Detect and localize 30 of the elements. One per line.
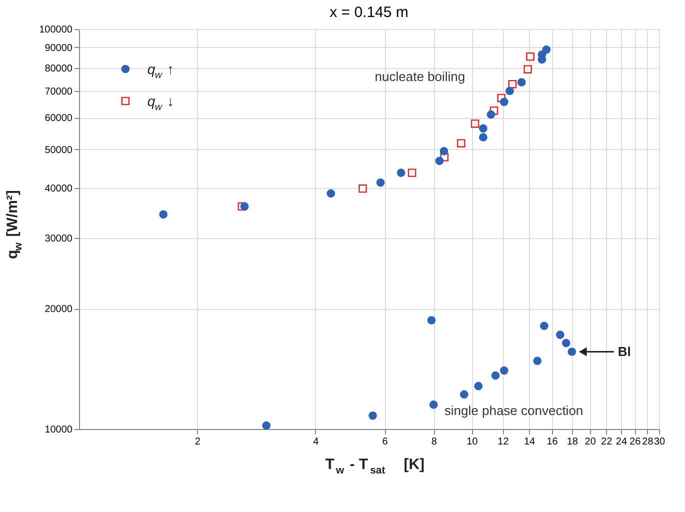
x-tick-label: 28	[642, 436, 654, 448]
x-tick-label: 24	[616, 436, 628, 448]
x-tick-label: 16	[546, 436, 558, 448]
y-tick-label: 80000	[44, 63, 73, 74]
y-tick-label: 30000	[44, 234, 73, 245]
x-tick-label: 8	[431, 436, 438, 448]
y-tick-label: 70000	[44, 86, 73, 98]
chart-title: x = 0.145 m	[330, 4, 408, 21]
x-tick-label: 10	[466, 436, 478, 448]
y-tick-label: 60000	[44, 113, 73, 124]
x-tick-label: 6	[382, 436, 388, 448]
x-tick-label: 20	[584, 436, 596, 448]
annotation: single phase convection	[444, 403, 584, 418]
y-tick-label: 50000	[44, 144, 73, 156]
y-tick-label: 100000	[39, 24, 73, 36]
x-tick-label: 14	[524, 436, 536, 448]
x-tick-label: 26	[630, 436, 642, 448]
y-tick-label: 20000	[44, 304, 73, 316]
y-tick-label: 10000	[44, 424, 73, 436]
annotation: nucleate boiling	[374, 69, 466, 84]
x-tick-label: 4	[313, 436, 320, 448]
annotation: Bl	[618, 344, 631, 359]
x-tick-label: 12	[498, 436, 510, 448]
x-tick-label: 2	[194, 436, 201, 448]
x-tick-label: 18	[566, 436, 578, 448]
y-tick-label: 40000	[44, 184, 73, 195]
y-tick-label: 90000	[44, 42, 73, 54]
x-tick-label: 30	[654, 436, 666, 448]
x-tick-label: 22	[601, 436, 613, 448]
y-axis-title: qw [W/m²]	[4, 190, 24, 260]
